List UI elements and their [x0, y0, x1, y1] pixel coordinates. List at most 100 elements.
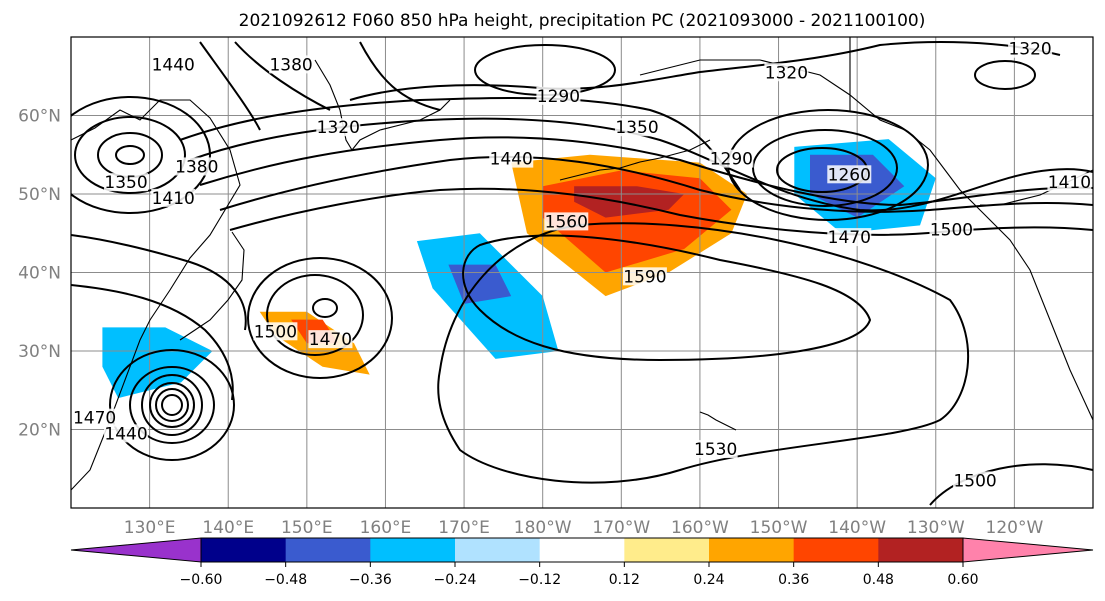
contour-1440-zonal: [219, 155, 1093, 213]
contour-label-text: 1350: [615, 118, 658, 138]
contour-label-text: 1410: [1048, 173, 1091, 193]
contour-low-mid-2: [247, 257, 393, 379]
coast-japan: [179, 231, 245, 341]
contour-label-text: 1320: [765, 63, 808, 83]
lat-label: 60°N: [18, 107, 61, 127]
coast-kamchatka: [314, 59, 451, 151]
latitude-labels: 60°N 50°N 40°N 30°N 20°N: [18, 107, 61, 441]
contour-label: 1470: [827, 228, 872, 248]
colorbar-segment: [709, 538, 795, 562]
contour-label: 1320: [1008, 39, 1053, 60]
colorbar-tick-label: 0.60: [947, 572, 978, 588]
contour-label-text: 1380: [269, 55, 312, 75]
contour-typhoon-6: [109, 349, 235, 461]
contour-label-text: 1500: [930, 220, 973, 240]
colorbar-tick-label: −0.12: [518, 572, 561, 588]
map-title: 2021092612 F060 850 hPa height, precipit…: [239, 11, 926, 31]
lat-label: 50°N: [18, 185, 61, 205]
contour-label-halo: [316, 118, 361, 137]
contour-label-halo: [489, 149, 534, 168]
colorbar-outline: [200, 537, 964, 563]
contour-label: 1410: [151, 188, 196, 209]
lon-label: 140°W: [828, 518, 886, 538]
colorbar-segment: [285, 538, 371, 562]
contour-label-halo: [709, 149, 754, 168]
contour-label-halo: [544, 212, 589, 231]
contour-label-halo: [764, 63, 809, 82]
coast-asia: [71, 99, 241, 491]
contour-low-center: [312, 298, 338, 318]
contour-label-halo: [151, 55, 196, 74]
contour-label: 1470: [72, 408, 117, 429]
contour-label-halo: [308, 330, 353, 349]
lon-label: 170°E: [438, 518, 490, 538]
contour-label-text: 1290: [710, 150, 753, 170]
lon-label: 150°E: [281, 518, 333, 538]
contour-label: 1530: [693, 440, 738, 460]
contour-label-halo: [827, 165, 872, 184]
contour-label: 1290: [709, 149, 754, 170]
lat-label: 40°N: [18, 264, 61, 284]
colorbar-segment: [793, 538, 879, 562]
contour-label-text: 1350: [104, 173, 147, 193]
contour-label-halo: [693, 440, 738, 459]
contour-1380-north: [234, 41, 441, 111]
contour-label-halo: [1047, 173, 1092, 192]
contour-label-text: 1500: [953, 471, 996, 491]
contour-1500: [929, 463, 1093, 506]
contour-label-text: 1470: [73, 409, 116, 429]
colorbar-segment: [539, 538, 625, 562]
contour-high-1590: [462, 234, 872, 362]
colorbar-segment: [624, 538, 710, 562]
contour-label-halo: [174, 157, 219, 176]
lon-label: 120°W: [986, 518, 1044, 538]
contour-label-text: 1470: [309, 330, 352, 350]
shading-negative-mid-9: [102, 327, 213, 399]
contour-low-mid-1: [266, 274, 364, 356]
contour-label-text: 1320: [317, 118, 360, 138]
contour-label-text: 1290: [537, 87, 580, 107]
contour-label: 1500: [253, 322, 298, 342]
contour-low-east-2: [752, 129, 898, 207]
contour-label: 1350: [104, 173, 149, 193]
contour-typhoon-2: [155, 388, 189, 422]
contour-label-halo: [929, 220, 974, 239]
lon-label: 140°E: [202, 518, 254, 538]
contour-label-halo: [104, 173, 149, 192]
contour-label-text: 1500: [254, 322, 297, 342]
contour-low-alaska: [974, 60, 1036, 90]
contour-label-text: 1440: [152, 55, 195, 75]
contour-label: 1560: [544, 212, 589, 232]
contour-typhoon-5: [129, 366, 215, 444]
map-frame: [70, 36, 1094, 509]
contour-label-text: 1260: [828, 165, 871, 185]
colorbar-tick-label: −0.24: [434, 572, 477, 588]
colorbar-tick-label: −0.36: [349, 572, 392, 588]
colorbar-segment: [878, 538, 964, 562]
contour-label-halo: [72, 408, 117, 427]
lon-label: 160°W: [671, 518, 729, 538]
colorbar-tick-label: −0.60: [180, 572, 223, 588]
coast-hawaii: [699, 411, 737, 431]
lon-label: 160°E: [360, 518, 412, 538]
lon-label: 130°W: [907, 518, 965, 538]
lon-label: 130°E: [124, 518, 176, 538]
contour-label: 1380: [269, 55, 314, 75]
contour-low-west-1: [115, 145, 145, 165]
lon-label: 170°W: [592, 518, 650, 538]
contour-label-halo: [953, 471, 998, 490]
contour-label: 1590: [622, 267, 667, 287]
contour-label: 1500: [929, 220, 974, 240]
colorbar-extend-low: [70, 537, 202, 563]
contour-label-text: 1590: [623, 267, 666, 287]
contour-label: 1440: [104, 424, 149, 444]
colorbar-tick-label: 0.48: [863, 572, 894, 588]
colorbar-segment: [455, 538, 541, 562]
contour-label: 1380: [174, 157, 219, 177]
colorbar: −0.60 −0.48 −0.36 −0.24 −0.12 0.12 0.24 0.36 0.4…: [70, 537, 1094, 588]
contour-typhoon-3: [149, 382, 195, 428]
contour-label-halo: [615, 118, 660, 137]
contour-1380-zonal: [189, 117, 1093, 212]
contour-label: 1470: [308, 330, 353, 350]
contour-1410-north: [199, 41, 261, 131]
